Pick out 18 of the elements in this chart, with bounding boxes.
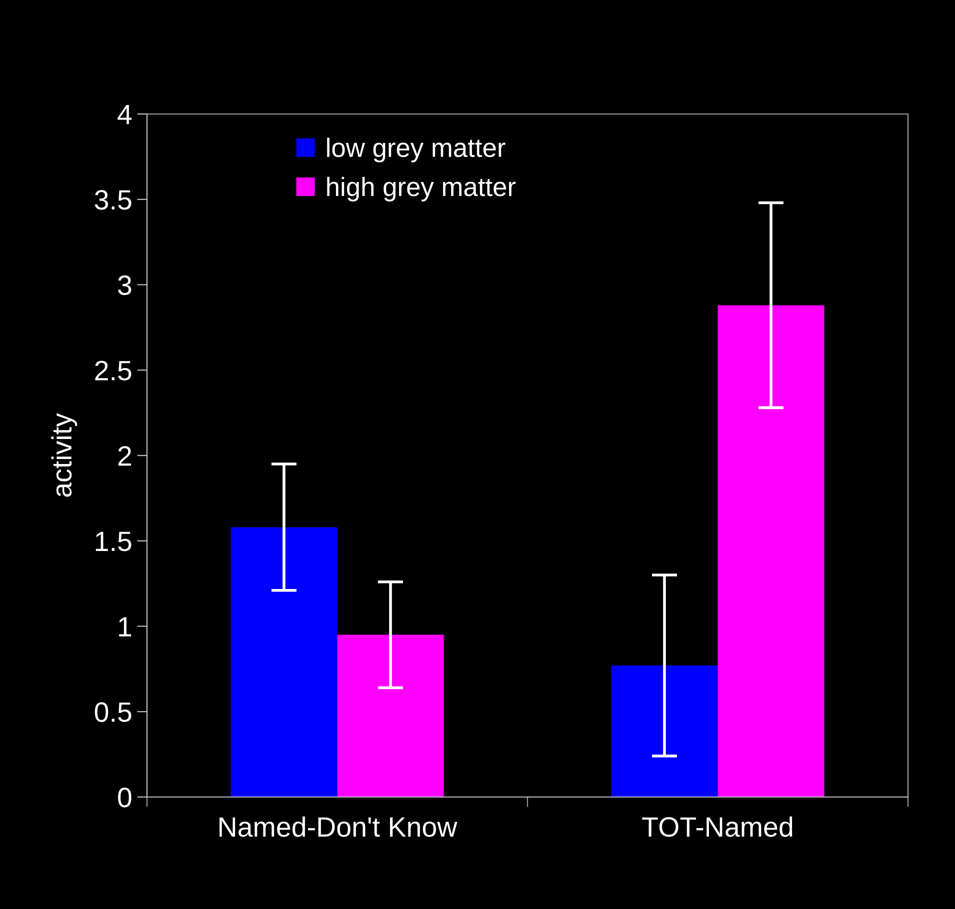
y-tick-label: 0: [118, 788, 132, 808]
legend-label: low grey matter: [327, 138, 506, 162]
y-tick-label: 1: [119, 617, 132, 636]
bar: [718, 305, 824, 797]
x-tick-label: TOT-Named: [642, 816, 792, 837]
y-tick-label: 3.5: [94, 190, 132, 210]
y-axis-title: activity: [51, 413, 78, 497]
y-tick-label: 3: [118, 275, 132, 296]
bar: [611, 666, 718, 797]
y-tick-label: 0.5: [94, 702, 132, 722]
bar: [337, 634, 444, 797]
y-tick-label: 4: [118, 104, 132, 124]
x-tick-label: Named-Don't Know: [220, 816, 458, 837]
y-tick-label: 2: [118, 446, 132, 466]
bar: [230, 527, 338, 797]
y-tick-label: 2.5: [95, 360, 132, 380]
legend-label: high grey matter: [327, 176, 516, 202]
y-tick-label: 1.5: [96, 532, 132, 552]
